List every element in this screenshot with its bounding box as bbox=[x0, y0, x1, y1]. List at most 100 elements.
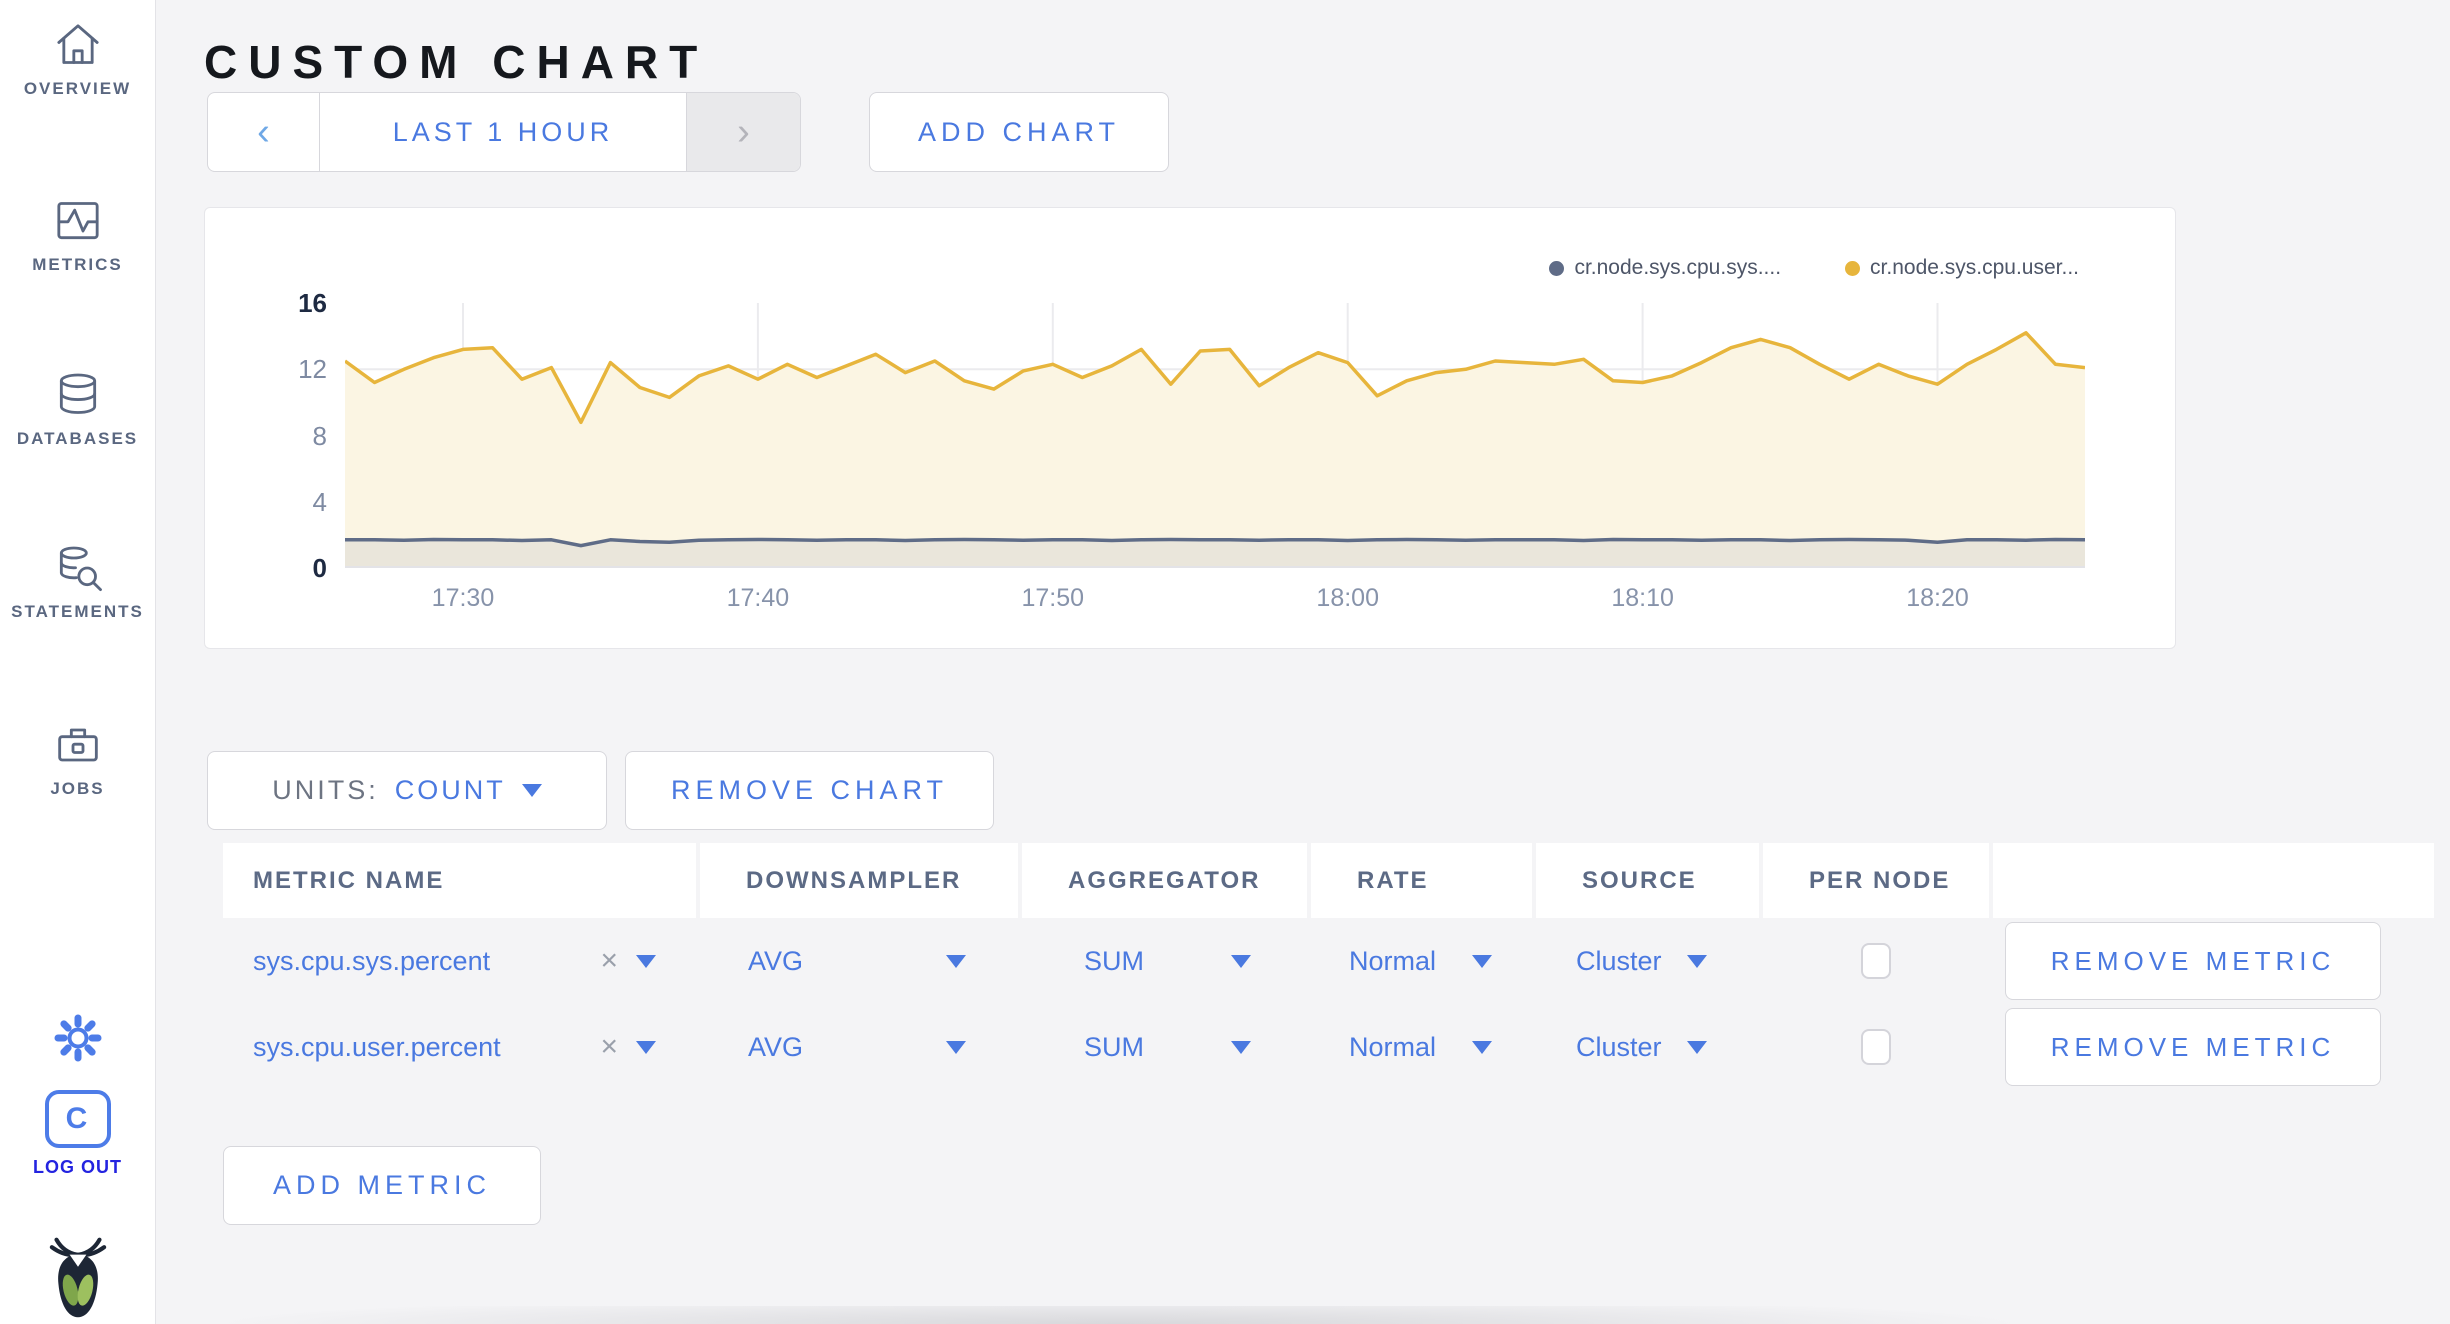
column-header-aggregator: AGGREGATOR bbox=[1022, 843, 1307, 918]
aggregator-select[interactable]: SUM bbox=[1022, 1004, 1307, 1090]
sidebar-item-jobs[interactable]: JOBS bbox=[0, 720, 155, 799]
units-value: COUNT bbox=[394, 775, 506, 805]
aggregator-value: SUM bbox=[1084, 1031, 1144, 1062]
units-dropdown[interactable]: UNITS: COUNT bbox=[207, 751, 607, 830]
legend-label: cr.node.sys.cpu.sys.... bbox=[1574, 256, 1782, 279]
clear-metric-button[interactable]: × bbox=[600, 1030, 618, 1063]
page-title: CUSTOM CHART bbox=[204, 35, 709, 88]
chart-legend: cr.node.sys.cpu.sys.... cr.node.sys.cpu.… bbox=[1549, 256, 2079, 280]
downsampler-select[interactable]: AVG bbox=[700, 918, 1018, 1004]
x-tick-label: 18:20 bbox=[1906, 584, 1969, 612]
y-tick-label: 16 bbox=[298, 288, 327, 318]
rate-select[interactable]: Normal bbox=[1311, 1004, 1532, 1090]
chevron-down-icon bbox=[1472, 954, 1492, 968]
sidebar-item-label: METRICS bbox=[32, 255, 123, 274]
legend-item-user[interactable]: cr.node.sys.cpu.user... bbox=[1845, 256, 2079, 280]
chart-y-axis: 16 12 8 4 0 bbox=[205, 288, 327, 583]
y-tick-label: 4 bbox=[312, 486, 327, 517]
gear-icon bbox=[52, 1012, 104, 1064]
metric-name-field[interactable]: sys.cpu.sys.percent bbox=[253, 945, 491, 976]
sidebar-logout[interactable]: C LOG OUT bbox=[0, 1090, 155, 1178]
sidebar-item-statements[interactable]: STATEMENTS bbox=[0, 543, 155, 622]
source-value: Cluster bbox=[1576, 1031, 1662, 1062]
y-tick-label: 12 bbox=[298, 354, 327, 385]
chevron-down-icon bbox=[1231, 1040, 1251, 1054]
add-metric-button[interactable]: ADD METRIC bbox=[223, 1146, 541, 1225]
jobs-icon bbox=[53, 720, 103, 770]
sidebar-item-overview[interactable]: OVERVIEW bbox=[0, 20, 155, 99]
chart-plot[interactable] bbox=[343, 303, 2086, 568]
sidebar-item-label: OVERVIEW bbox=[23, 79, 132, 98]
y-tick-label: 0 bbox=[312, 553, 327, 583]
rate-value: Normal bbox=[1349, 945, 1437, 976]
chevron-down-icon[interactable] bbox=[636, 1040, 656, 1054]
source-select[interactable]: Cluster bbox=[1536, 1004, 1759, 1090]
metrics-table-header: METRIC NAME DOWNSAMPLER AGGREGATOR RATE … bbox=[223, 843, 2434, 918]
sidebar-item-databases[interactable]: DATABASES bbox=[0, 370, 155, 449]
metric-name-field[interactable]: sys.cpu.user.percent bbox=[253, 1031, 501, 1062]
downsampler-value: AVG bbox=[748, 1031, 804, 1062]
metric-row: sys.cpu.user.percent × AVG SUM Normal Cl… bbox=[223, 1004, 2434, 1090]
rate-select[interactable]: Normal bbox=[1311, 918, 1532, 1004]
logout-label: LOG OUT bbox=[33, 1157, 122, 1177]
chevron-down-icon bbox=[1231, 954, 1251, 968]
remove-metric-button[interactable]: REMOVE METRIC bbox=[2005, 1008, 2381, 1086]
sidebar-item-metrics[interactable]: METRICS bbox=[0, 196, 155, 275]
chevron-down-icon bbox=[1472, 1040, 1492, 1054]
cockroach-c-logo: C bbox=[44, 1090, 111, 1148]
per-node-checkbox[interactable] bbox=[1861, 943, 1891, 979]
downsampler-select[interactable]: AVG bbox=[700, 1004, 1018, 1090]
per-node-cell bbox=[1763, 918, 1989, 1004]
time-range-prev-button[interactable]: ‹ bbox=[208, 93, 320, 171]
metrics-icon bbox=[53, 196, 103, 246]
sidebar-settings[interactable] bbox=[0, 1012, 155, 1064]
chevron-right-icon: › bbox=[737, 110, 750, 153]
clear-metric-button[interactable]: × bbox=[600, 944, 618, 977]
x-tick-label: 17:30 bbox=[431, 584, 495, 612]
logo-letter: C bbox=[65, 1102, 90, 1135]
units-label: UNITS: bbox=[272, 775, 379, 805]
x-tick-label: 17:40 bbox=[726, 584, 790, 612]
per-node-checkbox[interactable] bbox=[1861, 1029, 1891, 1065]
column-header-source: SOURCE bbox=[1536, 843, 1759, 918]
time-range-label: LAST 1 HOUR bbox=[392, 116, 614, 147]
sidebar-item-label: STATEMENTS bbox=[11, 602, 144, 621]
column-header-per-node: PER NODE bbox=[1763, 843, 1989, 918]
add-chart-button[interactable]: ADD CHART bbox=[869, 92, 1169, 172]
time-range-dropdown[interactable]: LAST 1 HOUR bbox=[320, 93, 686, 171]
x-tick-label: 18:00 bbox=[1316, 584, 1379, 612]
chevron-down-icon bbox=[946, 1040, 966, 1054]
legend-item-sys[interactable]: cr.node.sys.cpu.sys.... bbox=[1549, 256, 1781, 280]
chevron-down-icon bbox=[521, 784, 542, 797]
chart-x-axis: 17:30 17:40 17:50 18:00 18:10 18:20 bbox=[345, 576, 2085, 616]
remove-metric-button[interactable]: REMOVE METRIC bbox=[2005, 922, 2381, 1000]
chevron-down-icon bbox=[1687, 1040, 1707, 1054]
source-value: Cluster bbox=[1576, 945, 1662, 976]
sidebar-brand bbox=[0, 1236, 155, 1320]
legend-label: cr.node.sys.cpu.user... bbox=[1870, 256, 2079, 279]
legend-dot-user bbox=[1845, 260, 1861, 276]
statements-icon bbox=[53, 543, 103, 593]
source-select[interactable]: Cluster bbox=[1536, 918, 1759, 1004]
column-header-metric-name: METRIC NAME bbox=[223, 843, 696, 918]
aggregator-value: SUM bbox=[1084, 945, 1144, 976]
cockroach-bug-logo bbox=[45, 1236, 111, 1320]
sidebar-item-label: JOBS bbox=[50, 779, 105, 798]
chevron-down-icon bbox=[946, 954, 966, 968]
chevron-left-icon: ‹ bbox=[257, 110, 270, 153]
column-header-actions bbox=[1993, 843, 2434, 918]
actions-cell: REMOVE METRIC bbox=[1993, 918, 2434, 1004]
legend-dot-sys bbox=[1549, 260, 1565, 276]
aggregator-select[interactable]: SUM bbox=[1022, 918, 1307, 1004]
time-range-next-button[interactable]: › bbox=[686, 93, 800, 171]
bottom-scroll-shadow bbox=[155, 1306, 2450, 1324]
metrics-table: METRIC NAME DOWNSAMPLER AGGREGATOR RATE … bbox=[223, 843, 2434, 1090]
chevron-down-icon[interactable] bbox=[636, 954, 656, 968]
downsampler-value: AVG bbox=[748, 945, 804, 976]
x-tick-label: 17:50 bbox=[1021, 584, 1085, 612]
sidebar: OVERVIEW METRICS DATABASES bbox=[0, 0, 156, 1324]
remove-chart-button[interactable]: REMOVE CHART bbox=[625, 751, 994, 830]
database-icon bbox=[53, 370, 103, 420]
column-header-downsampler: DOWNSAMPLER bbox=[700, 843, 1018, 918]
